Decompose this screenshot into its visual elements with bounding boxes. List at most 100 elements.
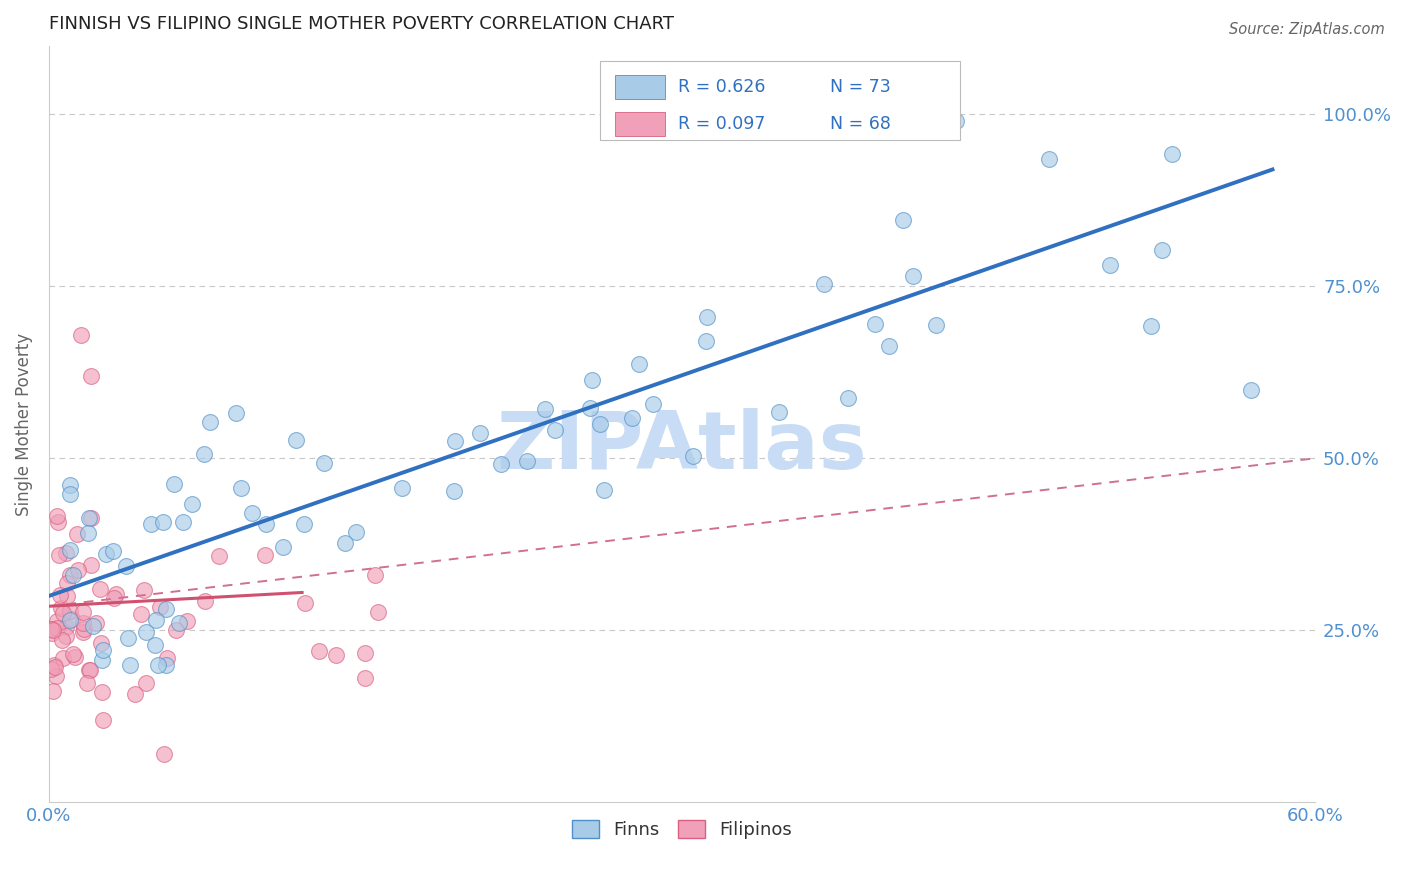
Point: [308, 643, 330, 657]
Point: [44, 660, 66, 674]
Point: [534, 402, 557, 417]
Point: [41, 661, 63, 675]
Point: [240, 506, 263, 520]
Point: [354, 646, 377, 660]
Point: [73, 622, 96, 636]
Point: [172, 515, 194, 529]
Point: [118, 657, 141, 672]
Point: [65, 650, 87, 665]
Point: [69, 327, 91, 342]
Point: [115, 558, 138, 573]
Point: [581, 373, 603, 387]
Point: [79, 510, 101, 524]
Point: [48, 549, 70, 563]
Point: [129, 607, 152, 621]
FancyBboxPatch shape: [614, 112, 665, 136]
Point: [149, 600, 172, 615]
Point: [285, 433, 308, 447]
Point: [93, 643, 115, 657]
Point: [193, 447, 215, 461]
Y-axis label: Single Mother Poverty: Single Mother Poverty: [15, 333, 32, 516]
Point: [333, 536, 356, 550]
Point: [470, 426, 492, 441]
Point: [312, 456, 335, 470]
Point: [145, 639, 167, 653]
Point: [253, 548, 276, 562]
Point: [271, 540, 294, 554]
Point: [72, 625, 94, 640]
Point: [56, 576, 79, 591]
Point: [59, 478, 82, 492]
Point: [148, 657, 170, 672]
FancyBboxPatch shape: [614, 75, 665, 99]
Point: [60, 612, 83, 626]
Point: [124, 687, 146, 701]
Point: [62, 648, 84, 662]
Point: [367, 605, 389, 619]
Point: [155, 657, 177, 672]
Point: [294, 596, 316, 610]
Point: [627, 357, 650, 371]
Point: [59, 487, 82, 501]
Point: [41, 624, 63, 638]
Point: [59, 604, 82, 618]
Point: [363, 568, 385, 582]
Point: [59, 614, 82, 628]
Point: [169, 615, 191, 630]
Point: [176, 614, 198, 628]
Point: [589, 417, 612, 431]
Point: [1240, 383, 1263, 397]
Point: [945, 114, 967, 128]
Point: [52, 607, 75, 621]
Point: [544, 423, 567, 437]
Point: [155, 602, 177, 616]
Point: [695, 334, 717, 349]
Point: [837, 391, 859, 405]
Point: [254, 517, 277, 532]
Point: [152, 515, 174, 529]
Point: [877, 339, 900, 353]
Point: [516, 454, 538, 468]
Point: [101, 543, 124, 558]
Point: [51, 633, 73, 648]
Point: [51, 600, 73, 615]
Point: [55, 546, 77, 560]
Point: [593, 483, 616, 498]
Point: [696, 310, 718, 324]
Point: [294, 517, 316, 532]
Point: [79, 663, 101, 677]
Point: [72, 605, 94, 619]
Point: [229, 482, 252, 496]
Point: [117, 631, 139, 645]
Point: [58, 567, 80, 582]
Point: [925, 318, 948, 332]
Point: [1152, 243, 1174, 257]
Point: [194, 593, 217, 607]
Point: [139, 516, 162, 531]
Point: [55, 629, 77, 643]
Point: [489, 458, 512, 472]
Point: [891, 212, 914, 227]
Point: [200, 416, 222, 430]
Point: [391, 481, 413, 495]
Point: [145, 613, 167, 627]
Point: [96, 548, 118, 562]
Point: [41, 625, 63, 640]
Point: [55, 619, 77, 633]
Point: [901, 269, 924, 284]
Text: N = 68: N = 68: [830, 115, 891, 133]
Point: [325, 648, 347, 662]
Point: [67, 563, 90, 577]
Text: N = 73: N = 73: [830, 78, 890, 96]
Point: [1161, 147, 1184, 161]
Point: [39, 622, 62, 636]
Point: [66, 527, 89, 541]
Point: [813, 277, 835, 291]
Point: [579, 401, 602, 416]
Point: [103, 591, 125, 605]
Point: [90, 636, 112, 650]
Text: FINNISH VS FILIPINO SINGLE MOTHER POVERTY CORRELATION CHART: FINNISH VS FILIPINO SINGLE MOTHER POVERT…: [49, 15, 673, 33]
Point: [163, 477, 186, 491]
Point: [89, 582, 111, 596]
Point: [135, 625, 157, 640]
